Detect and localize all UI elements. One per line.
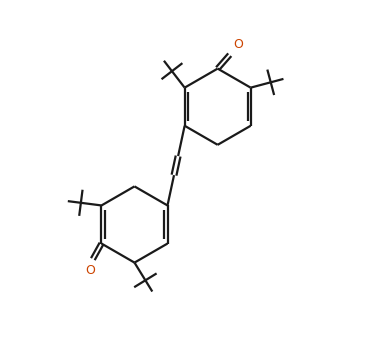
Text: O: O: [233, 38, 243, 51]
Text: O: O: [85, 264, 95, 277]
